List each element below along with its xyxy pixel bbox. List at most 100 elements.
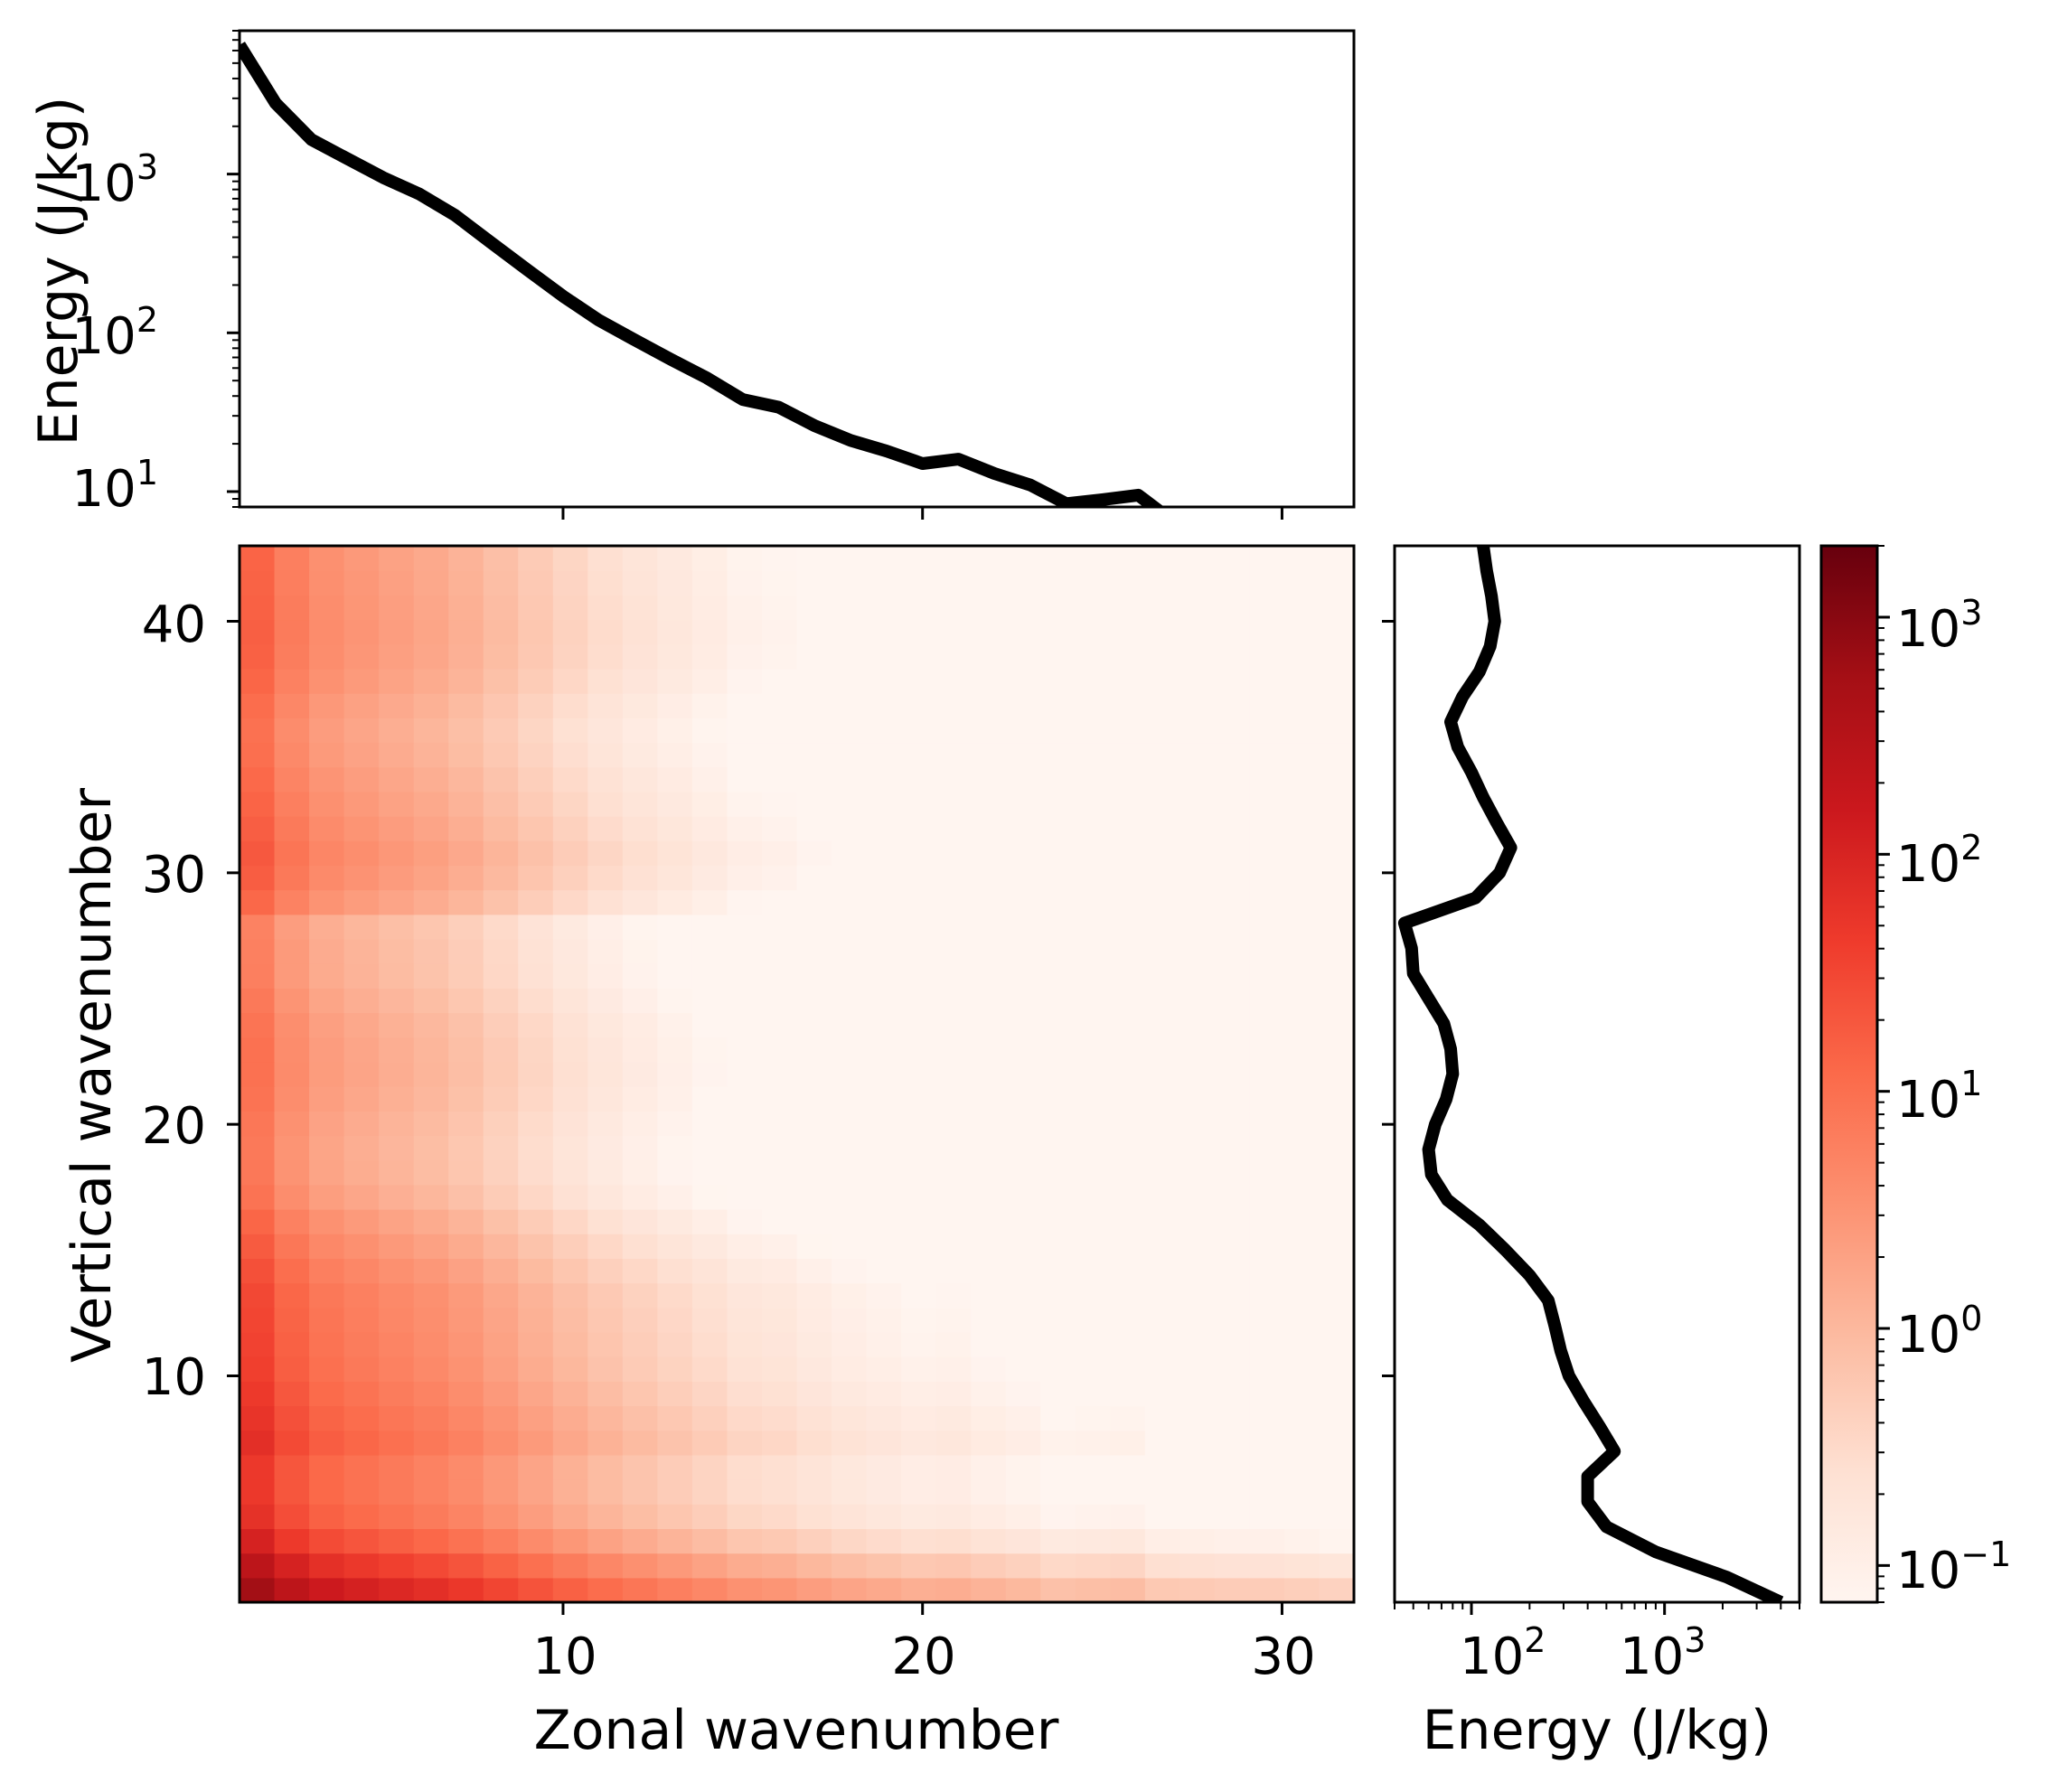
heatmap-cell bbox=[448, 668, 484, 694]
heatmap-cell bbox=[1214, 693, 1251, 718]
heatmap-cell bbox=[343, 1553, 380, 1579]
heatmap-cell bbox=[1179, 1356, 1216, 1382]
heatmap-cell bbox=[691, 963, 728, 989]
heatmap-cell bbox=[691, 938, 728, 964]
heatmap-cell bbox=[1214, 914, 1251, 940]
heatmap-cell bbox=[1144, 693, 1180, 718]
heatmap-cell bbox=[622, 1282, 658, 1309]
heatmap-cell bbox=[483, 1111, 519, 1137]
heatmap-cell bbox=[622, 1553, 658, 1579]
heatmap-cell bbox=[971, 1086, 1007, 1112]
heatmap-cell bbox=[587, 1479, 624, 1505]
heatmap-cell bbox=[587, 914, 624, 940]
heatmap-cell bbox=[796, 570, 832, 596]
heatmap-cell bbox=[1144, 1234, 1180, 1259]
heatmap-cell bbox=[866, 643, 902, 670]
heatmap-cell bbox=[832, 1037, 868, 1063]
heatmap-cell bbox=[413, 914, 449, 940]
heatmap-cell bbox=[971, 742, 1007, 768]
heatmap-cell bbox=[448, 988, 484, 1014]
heatmap-cell bbox=[587, 1086, 624, 1112]
heatmap-cell bbox=[796, 1135, 832, 1161]
heatmap-cell bbox=[587, 1258, 624, 1284]
heatmap-cell bbox=[309, 816, 345, 841]
heatmap-cell bbox=[413, 1528, 449, 1554]
heatmap-cell bbox=[379, 1356, 415, 1382]
heatmap-cell bbox=[727, 1086, 763, 1112]
heatmap-cell bbox=[657, 865, 693, 891]
heatmap-cell bbox=[761, 643, 798, 670]
heatmap-cell bbox=[727, 840, 763, 867]
heatmap-cell bbox=[379, 963, 415, 989]
heatmap-cell bbox=[587, 718, 624, 744]
heatmap-cell bbox=[1214, 988, 1251, 1014]
heatmap-cell bbox=[691, 1356, 728, 1382]
heatmap-cell bbox=[1075, 766, 1111, 793]
heatmap-cell bbox=[379, 546, 415, 571]
heatmap-cell bbox=[448, 1159, 484, 1186]
heatmap-cell bbox=[1005, 840, 1041, 867]
heatmap-cell bbox=[483, 791, 519, 817]
heatmap-cell bbox=[727, 1159, 763, 1186]
heatmap-cell bbox=[552, 816, 588, 841]
heatmap-cell bbox=[1319, 668, 1355, 694]
heatmap-cell bbox=[761, 668, 798, 694]
heatmap-cell bbox=[691, 742, 728, 768]
heatmap-cell bbox=[866, 1209, 902, 1234]
heatmap-cell bbox=[274, 1528, 310, 1554]
heatmap-cell bbox=[518, 816, 554, 841]
heatmap-cell bbox=[1110, 619, 1146, 645]
heatmap-cell bbox=[761, 570, 798, 596]
heatmap-cell bbox=[1214, 816, 1251, 841]
heatmap-cell bbox=[761, 988, 798, 1014]
heatmap-cell bbox=[622, 668, 658, 694]
heatmap-cell bbox=[761, 1504, 798, 1530]
heatmap-cell bbox=[691, 1258, 728, 1284]
heatmap-cell bbox=[379, 1159, 415, 1186]
heatmap-cell bbox=[1110, 1430, 1146, 1456]
heatmap-cell bbox=[1144, 619, 1180, 645]
heatmap-cell bbox=[866, 1331, 902, 1357]
heatmap-cell bbox=[483, 1061, 519, 1087]
heatmap-cell bbox=[587, 1430, 624, 1456]
heatmap-cell bbox=[1179, 1553, 1216, 1579]
heatmap-cell bbox=[761, 718, 798, 744]
heatmap-cell bbox=[1075, 595, 1111, 621]
heatmap-cell bbox=[832, 643, 868, 670]
heatmap-cell bbox=[1075, 1553, 1111, 1579]
heatmap-cell bbox=[518, 619, 554, 645]
heatmap-cell bbox=[552, 1553, 588, 1579]
heatmap-cell bbox=[274, 1282, 310, 1309]
heatmap-cell bbox=[1110, 1159, 1146, 1186]
heatmap-cell bbox=[622, 1405, 658, 1431]
heatmap-cell bbox=[240, 1086, 276, 1112]
heatmap-cell bbox=[1075, 1061, 1111, 1087]
heatmap-cell bbox=[448, 816, 484, 841]
heatmap-cell bbox=[1005, 1037, 1041, 1063]
heatmap-cell bbox=[1319, 791, 1355, 817]
heatmap-cell bbox=[309, 742, 345, 768]
heatmap-cell bbox=[518, 570, 554, 596]
heatmap-cell bbox=[1005, 1258, 1041, 1284]
heatmap-cell bbox=[901, 988, 937, 1014]
heatmap-cell bbox=[1179, 1307, 1216, 1333]
heatmap-cell bbox=[483, 963, 519, 989]
heatmap-cell bbox=[796, 1184, 832, 1210]
heatmap-cell bbox=[761, 1135, 798, 1161]
heatmap-cell bbox=[971, 1479, 1007, 1505]
heatmap-cell bbox=[1144, 766, 1180, 793]
heatmap-cell bbox=[309, 693, 345, 718]
heatmap-cell bbox=[1040, 1061, 1076, 1087]
heatmap-cell bbox=[935, 791, 972, 817]
heatmap-cell bbox=[518, 1012, 554, 1038]
heatmap-cell bbox=[1283, 643, 1320, 670]
heatmap-cell bbox=[552, 988, 588, 1014]
heatmap-cell bbox=[727, 693, 763, 718]
heatmap-cell bbox=[587, 693, 624, 718]
heatmap-cell bbox=[1040, 889, 1076, 915]
heatmap-cell bbox=[518, 595, 554, 621]
heatmap-cell bbox=[796, 1159, 832, 1186]
heatmap-cell bbox=[448, 1061, 484, 1087]
heatmap-cell bbox=[1040, 1258, 1076, 1284]
main-ytick-label: 30 bbox=[142, 846, 206, 905]
